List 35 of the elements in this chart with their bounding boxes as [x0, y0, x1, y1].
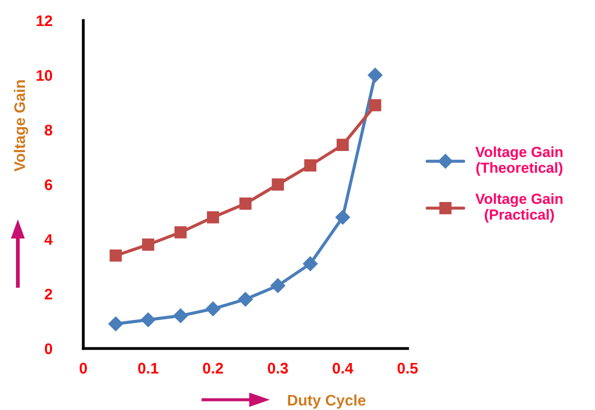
point [108, 316, 124, 332]
point [239, 198, 252, 210]
point [304, 159, 316, 172]
point [174, 226, 187, 238]
point [302, 256, 318, 272]
x-tick-label: 0.4 [332, 362, 354, 374]
y-tick-label: 10 [36, 70, 52, 81]
legend-label: Voltage Gain (Theoretical) [475, 146, 562, 176]
x-axis-title: Duty Cycle [288, 394, 366, 409]
point [238, 292, 253, 307]
x-tick-label: 0 [80, 362, 87, 374]
y-tick-label: 4 [44, 234, 53, 245]
point [270, 278, 286, 294]
y-axis-title: Voltage Gain [14, 80, 28, 172]
point [142, 238, 154, 251]
point [206, 211, 220, 224]
legend-label: Voltage Gain (Practical) [475, 193, 562, 223]
point [272, 178, 284, 191]
x-tick-label: 0.1 [138, 362, 158, 374]
point [173, 308, 188, 324]
point [369, 99, 382, 112]
point [140, 312, 156, 328]
x-tick-label: 0.2 [202, 362, 224, 374]
point [206, 301, 220, 316]
y-tick-label: 6 [44, 179, 52, 190]
x-tick-label: 0.3 [268, 362, 288, 374]
y-tick-label: 2 [44, 288, 52, 300]
y-tick-label: 0 [44, 343, 52, 354]
point [335, 210, 350, 225]
point [368, 68, 383, 83]
y-tick-label: 8 [44, 124, 52, 136]
point [110, 249, 122, 262]
y-tick-label: 12 [36, 15, 52, 26]
point [336, 138, 349, 151]
x-tick-label: 0.5 [398, 362, 418, 374]
